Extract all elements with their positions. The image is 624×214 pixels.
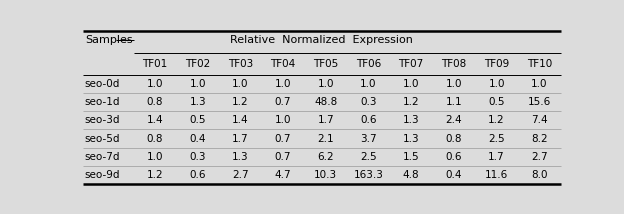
Text: 0.6: 0.6 xyxy=(360,115,377,125)
Text: 48.8: 48.8 xyxy=(314,97,338,107)
Text: 6.2: 6.2 xyxy=(318,152,334,162)
Text: 1.2: 1.2 xyxy=(147,170,163,180)
Text: 1.2: 1.2 xyxy=(488,115,505,125)
Text: 15.6: 15.6 xyxy=(528,97,551,107)
Text: 0.8: 0.8 xyxy=(147,97,163,107)
Text: 0.5: 0.5 xyxy=(489,97,505,107)
Text: TF03: TF03 xyxy=(228,59,253,69)
Text: 1.3: 1.3 xyxy=(232,152,249,162)
Text: 2.7: 2.7 xyxy=(232,170,249,180)
Text: 1.4: 1.4 xyxy=(147,115,163,125)
Text: 1.5: 1.5 xyxy=(403,152,419,162)
Text: 0.7: 0.7 xyxy=(275,152,291,162)
Text: 1.0: 1.0 xyxy=(403,79,419,89)
Text: TF07: TF07 xyxy=(399,59,424,69)
Text: 0.8: 0.8 xyxy=(147,134,163,144)
Text: 1.0: 1.0 xyxy=(232,79,248,89)
Text: 1.0: 1.0 xyxy=(531,79,547,89)
Text: TF10: TF10 xyxy=(527,59,552,69)
Text: 2.7: 2.7 xyxy=(531,152,548,162)
Text: TF08: TF08 xyxy=(441,59,467,69)
Text: 0.4: 0.4 xyxy=(190,134,206,144)
Text: 1.0: 1.0 xyxy=(147,152,163,162)
Text: 1.0: 1.0 xyxy=(275,79,291,89)
Text: 0.6: 0.6 xyxy=(446,152,462,162)
Text: 0.7: 0.7 xyxy=(275,97,291,107)
Text: 4.7: 4.7 xyxy=(275,170,291,180)
Text: 0.5: 0.5 xyxy=(190,115,206,125)
Text: 2.5: 2.5 xyxy=(360,152,377,162)
Text: 1.4: 1.4 xyxy=(232,115,249,125)
Text: TF04: TF04 xyxy=(270,59,296,69)
Text: seo-3d: seo-3d xyxy=(85,115,120,125)
Text: 0.6: 0.6 xyxy=(190,170,206,180)
Text: 1.0: 1.0 xyxy=(147,79,163,89)
Text: 1.0: 1.0 xyxy=(446,79,462,89)
Text: 0.3: 0.3 xyxy=(360,97,377,107)
Text: 1.7: 1.7 xyxy=(232,134,249,144)
Text: 11.6: 11.6 xyxy=(485,170,508,180)
Text: TF01: TF01 xyxy=(142,59,168,69)
Text: 0.4: 0.4 xyxy=(446,170,462,180)
Text: TF06: TF06 xyxy=(356,59,381,69)
Text: 1.0: 1.0 xyxy=(190,79,206,89)
Text: 3.7: 3.7 xyxy=(360,134,377,144)
Text: 1.0: 1.0 xyxy=(318,79,334,89)
Text: 0.3: 0.3 xyxy=(190,152,206,162)
Text: seo-0d: seo-0d xyxy=(85,79,120,89)
Text: 1.0: 1.0 xyxy=(360,79,377,89)
Text: 1.1: 1.1 xyxy=(446,97,462,107)
Text: 163.3: 163.3 xyxy=(354,170,383,180)
Text: Relative  Normalized  Expression: Relative Normalized Expression xyxy=(230,35,413,45)
Text: TF05: TF05 xyxy=(313,59,338,69)
Text: TF02: TF02 xyxy=(185,59,210,69)
Text: 10.3: 10.3 xyxy=(314,170,338,180)
Text: 0.7: 0.7 xyxy=(275,134,291,144)
Text: 1.2: 1.2 xyxy=(232,97,249,107)
Text: 1.7: 1.7 xyxy=(318,115,334,125)
Text: seo-9d: seo-9d xyxy=(85,170,120,180)
Text: 1.3: 1.3 xyxy=(403,115,419,125)
Text: 1.3: 1.3 xyxy=(189,97,206,107)
Text: seo-5d: seo-5d xyxy=(85,134,120,144)
Text: 1.0: 1.0 xyxy=(275,115,291,125)
Text: 1.2: 1.2 xyxy=(403,97,419,107)
Text: 2.1: 2.1 xyxy=(318,134,334,144)
Text: Samples: Samples xyxy=(85,35,132,45)
Text: seo-1d: seo-1d xyxy=(85,97,120,107)
Text: 1.7: 1.7 xyxy=(488,152,505,162)
Text: 1.0: 1.0 xyxy=(489,79,505,89)
Text: 2.4: 2.4 xyxy=(446,115,462,125)
Text: 8.0: 8.0 xyxy=(531,170,547,180)
Text: 8.2: 8.2 xyxy=(531,134,548,144)
Text: TF09: TF09 xyxy=(484,59,509,69)
Text: 1.3: 1.3 xyxy=(403,134,419,144)
Text: 4.8: 4.8 xyxy=(403,170,419,180)
Text: seo-7d: seo-7d xyxy=(85,152,120,162)
Text: 7.4: 7.4 xyxy=(531,115,548,125)
Text: 0.8: 0.8 xyxy=(446,134,462,144)
Text: 2.5: 2.5 xyxy=(488,134,505,144)
